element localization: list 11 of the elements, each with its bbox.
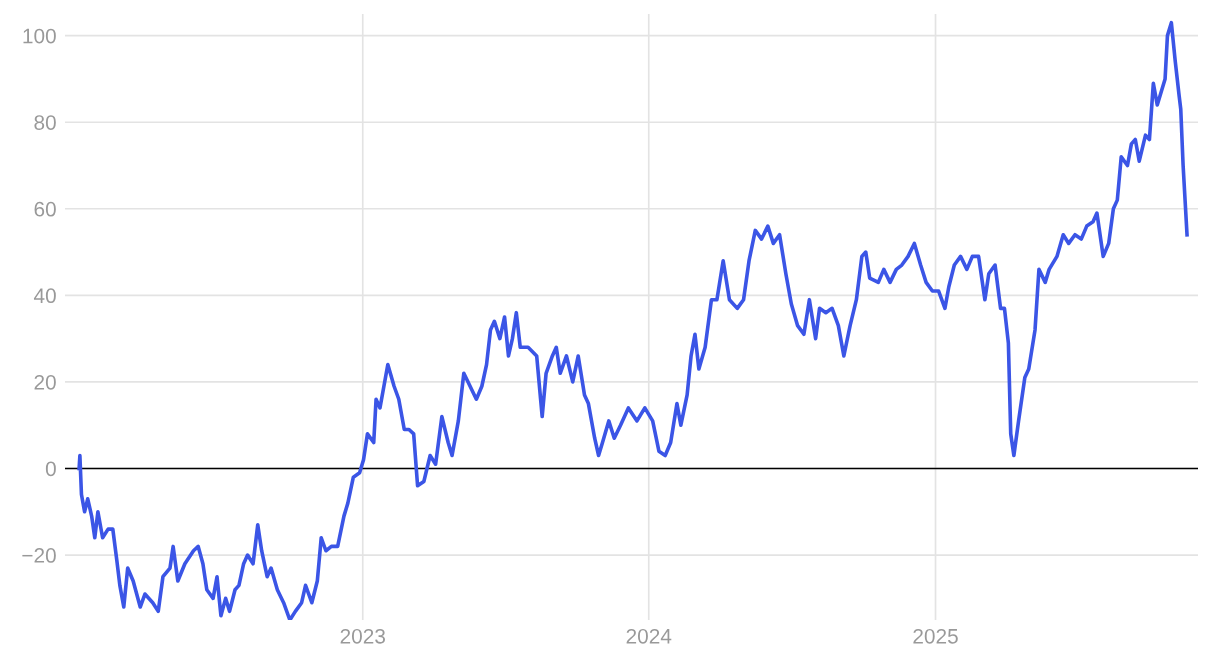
y-tick-label: 40 [33,288,56,304]
line-series [77,20,1189,620]
x-tick-label: 2025 [913,628,958,644]
y-tick-label: 0 [45,461,56,477]
y-tick-label: 80 [34,115,56,130]
y-tick-label: 100 [23,28,56,44]
x-tick-label: 2024 [626,628,672,644]
y-tick-label: 60 [34,201,56,217]
x-tick-label: 2023 [340,628,386,644]
y-tick-label: −20 [22,548,56,563]
y-tick-label: 20 [34,374,56,390]
